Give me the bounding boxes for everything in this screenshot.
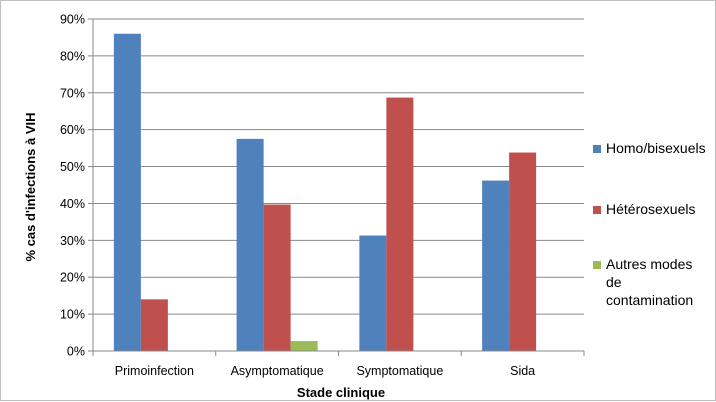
legend-label: Hétérosexuels [606, 201, 696, 217]
legend-swatch [593, 261, 601, 269]
x-tick-label: Primoinfection [115, 364, 194, 378]
y-axis-title: % cas d'infections à VIH [23, 112, 38, 261]
y-tick-label: 40% [60, 197, 85, 211]
x-tick-label: Symptomatique [356, 364, 443, 378]
y-tick-label: 60% [60, 123, 85, 137]
legend-label: Autres modes [606, 256, 692, 272]
bar [386, 97, 414, 351]
legend: Homo/bisexuels Hétérosexuels Autres modes d… [593, 140, 706, 308]
bars [113, 33, 537, 351]
y-tick-label: 50% [60, 160, 85, 174]
x-tick-label: Sida [510, 364, 535, 378]
bar [236, 138, 264, 351]
x-axis: Primoinfection Asymptomatique Symptomatiqu… [92, 350, 585, 378]
bar [113, 33, 141, 351]
y-axis: 0% 10% 20% 30% 40% 50% 60% 70% 80% 90% [60, 13, 94, 359]
bar [263, 204, 291, 351]
y-tick-label: 90% [60, 13, 85, 27]
y-tick-label: 30% [60, 234, 85, 248]
y-tick-label: 20% [60, 271, 85, 285]
y-tick-label: 70% [60, 86, 85, 100]
gridlines [93, 18, 584, 315]
x-axis-title: Stade clinique [297, 385, 385, 400]
bar [509, 152, 537, 351]
legend-label: de [606, 274, 622, 290]
y-tick-label: 80% [60, 49, 85, 63]
bar [140, 299, 168, 351]
legend-swatch [593, 145, 601, 153]
legend-swatch [593, 206, 601, 214]
x-tick-label: Asymptomatique [231, 364, 324, 378]
legend-label: Homo/bisexuels [606, 140, 706, 156]
bar [290, 341, 318, 351]
y-tick-label: 0% [67, 345, 85, 359]
y-tick-label: 10% [60, 308, 85, 322]
bar [359, 235, 387, 351]
bar [482, 180, 510, 351]
legend-label: contamination [606, 292, 693, 308]
